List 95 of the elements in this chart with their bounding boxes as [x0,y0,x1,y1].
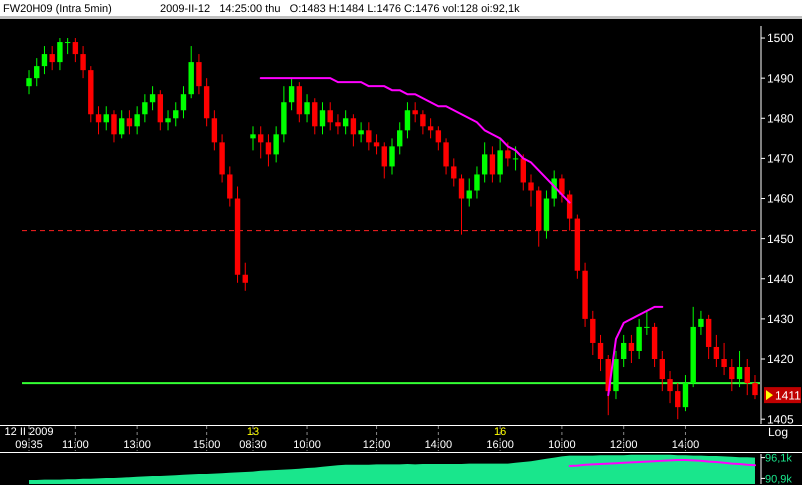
x-tick-label: 15:00 [192,439,220,451]
candlestick [328,102,333,131]
candlestick [173,102,178,127]
y-tick-label: 1490 [767,71,794,86]
x-tick-label: 12 II 2009 09:35 [4,426,54,451]
candlestick [698,310,704,336]
chart-title: FW20H09 (Intra 5min) [3,3,112,15]
x-tick-label: 13:00 [123,439,151,451]
x-tick-label: 14:00 [672,439,700,451]
y-tick-label: 1460 [767,192,794,206]
candlestick [80,46,86,79]
candlestick [104,106,109,131]
candlestick [134,106,140,135]
candlestick [675,382,680,420]
candlestick [721,342,727,376]
y-tick-label: 1500 [767,31,794,46]
y-tick-label: 90,9k [765,473,792,485]
candlestick [667,370,673,404]
y-tick-label: 96,1k [765,452,792,464]
candlestick [288,78,294,111]
y-tick-label: 1440 [767,272,794,286]
y-tick-label: 1420 [767,352,794,366]
x-tick-label: 12:00 [362,439,390,451]
candlestick [57,38,63,71]
candlestick [482,142,488,183]
candlestick [389,138,395,175]
x-tick-label: 11:00 [62,439,89,451]
candlestick [242,262,248,292]
candlestick [490,146,496,183]
candlestick [180,86,186,119]
candlestick [628,334,634,364]
candlestick [342,110,348,135]
candlestick [304,94,310,123]
candlestick [420,110,426,135]
candlestick [397,122,402,155]
x-tick-label: 14:00 [424,439,452,451]
candlestick [736,350,742,388]
text: Log [768,425,788,439]
y-tick-label: 1450 [767,232,794,246]
candlestick [258,126,264,159]
candlestick [374,134,380,155]
candlestick [64,38,70,55]
candlestick [335,114,341,135]
candlestick [49,46,55,71]
line-series [607,306,664,396]
y-tick-label: 1430 [767,312,794,326]
text: 1411 [775,388,802,402]
candlestick [111,110,117,143]
x-tick-label: 12:00 [610,439,638,451]
candlestick [598,334,604,372]
candlestick [474,166,480,200]
candlestick [250,126,256,151]
candlestick [505,142,511,167]
candlestick [165,110,171,131]
candlestick [744,358,750,396]
y-tick-label: 1480 [767,111,794,126]
candlestick [644,310,650,336]
x-tick-label: 10:00 [293,439,321,451]
candlestick [72,38,78,63]
x-tick-label: 16 16:00 [486,426,514,451]
x-tick-label: 10:00 [548,439,576,451]
candlestick [126,110,132,135]
candlestick [96,106,102,135]
x-tick-label: 13 08:30 [239,426,267,451]
candlestick [451,158,456,187]
candlestick [412,102,418,123]
candlestick [512,146,518,171]
candlestick [458,174,464,236]
candlestick [118,110,124,139]
y-tick-label: 1405 [767,412,794,426]
candlestick [436,126,442,151]
candlestick [620,334,626,368]
candlestick [273,126,279,163]
candlestick [266,134,272,167]
candlestick [26,70,32,95]
chart-subtitle: 2009-II-12 14:25:00 thu O:1483 H:1484 L:1476 C:1476 vol:128 oi:92,1k [160,3,520,15]
candlestick [358,122,364,143]
candlestick [714,334,720,368]
candlestick [366,122,372,151]
candlestick [404,102,410,139]
y-tick-label: 1470 [767,152,794,166]
candlestick [42,46,48,75]
candlestick [528,174,534,208]
candlestick [142,94,148,123]
candlestick [150,86,156,111]
candlestick [752,374,758,400]
candlestick [428,118,434,139]
candlestick [729,358,735,392]
candlestick [320,102,326,135]
candlestick [660,350,666,392]
candlestick [350,114,356,147]
candlestick [559,174,565,204]
candlestick [466,178,472,208]
candlestick [382,142,387,179]
candlestick [34,58,40,87]
